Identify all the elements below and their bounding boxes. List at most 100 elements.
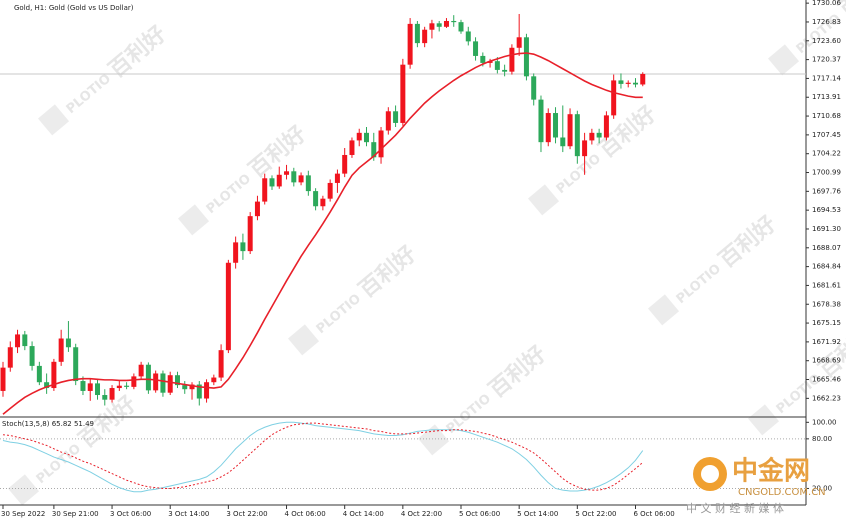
stoch-line <box>2 422 644 491</box>
x-tick-label: 6 Oct 06:00 <box>633 510 674 518</box>
logo-name: 中金网 <box>732 456 810 487</box>
candle-body <box>22 334 28 347</box>
candle-body <box>51 361 57 389</box>
watermark-logo <box>178 204 210 236</box>
candle-body <box>0 367 6 391</box>
candle-body <box>262 178 268 202</box>
candle-body <box>240 242 246 252</box>
stoch-line <box>2 421 644 493</box>
candle-body <box>138 364 144 377</box>
watermark-logo <box>418 424 450 456</box>
watermark-text: 百利好 <box>814 321 846 383</box>
logo-slogan: 中 文 财 经 新 媒 体 <box>686 501 784 515</box>
candle-body <box>531 76 537 100</box>
candle-body <box>95 383 101 396</box>
stoch-title: Stoch(13,5,8) 65.82 51.49 <box>2 420 94 428</box>
candle-body <box>313 191 319 207</box>
candle-body <box>284 171 290 175</box>
candle-body <box>407 23 413 65</box>
candle-body <box>87 383 93 391</box>
candle-body <box>560 137 566 147</box>
candle-body <box>596 132 602 138</box>
candle-body <box>124 385 130 387</box>
y-tick-label: 1675.15 <box>812 319 841 327</box>
candle-body <box>625 82 631 84</box>
watermark-text: PLOTIO <box>674 261 724 307</box>
y-tick-label: 1662.23 <box>812 394 841 402</box>
x-tick-label: 5 Oct 22:00 <box>575 510 616 518</box>
candle-body <box>378 130 384 158</box>
candle-body <box>553 113 559 138</box>
candle-body <box>29 346 35 366</box>
candle-body <box>414 23 420 44</box>
y-tick-label: 1700.99 <box>812 169 841 177</box>
candle-body <box>567 114 573 147</box>
candle-body <box>131 376 137 387</box>
candle-body <box>494 61 500 70</box>
x-tick-label: 5 Oct 14:00 <box>517 510 558 518</box>
candle-body <box>167 375 173 393</box>
x-tick-label: 30 Sep 21:00 <box>52 510 99 518</box>
moving-average <box>2 52 643 415</box>
candle-body <box>356 132 362 141</box>
candle-body <box>618 80 624 84</box>
watermark-logo <box>528 184 560 216</box>
candle-body <box>400 64 406 123</box>
candle-body <box>320 198 326 207</box>
x-tick-label: 4 Oct 06:00 <box>285 510 326 518</box>
y-tick-label: 1694.53 <box>812 206 841 214</box>
candle-body <box>349 140 355 155</box>
y-tick-label: 1720.37 <box>812 56 841 64</box>
watermark-text: PLOTIO <box>554 151 604 197</box>
candle-body <box>436 23 442 27</box>
chart-title: Gold, H1: Gold (Gold vs US Dollar) <box>14 4 134 12</box>
logo-icon <box>701 465 719 483</box>
y-tick-label: 1671.92 <box>812 338 841 346</box>
watermark-text: 百利好 <box>484 341 551 403</box>
y-tick-label: 1668.69 <box>812 357 841 365</box>
candle-body <box>603 115 609 138</box>
candle-body <box>429 23 435 30</box>
y-tick-label: 100.00 <box>812 418 837 426</box>
candle-body <box>545 113 551 143</box>
x-tick-label: 5 Oct 06:00 <box>459 510 500 518</box>
y-tick-label: 1713.91 <box>812 93 841 101</box>
y-tick-label: 1710.68 <box>812 112 841 120</box>
y-tick-label: 1678.38 <box>812 300 841 308</box>
candle-body <box>574 114 580 157</box>
candle-body <box>385 111 391 131</box>
candle-body <box>109 388 115 400</box>
candle-body <box>422 29 428 44</box>
x-tick-label: 4 Oct 22:00 <box>401 510 442 518</box>
candle-body <box>327 182 333 199</box>
candle-body <box>509 47 515 72</box>
candle-body <box>204 382 210 399</box>
candle-body <box>443 20 449 27</box>
watermark-text: PLOTIO <box>34 441 84 487</box>
candle-body <box>487 61 493 63</box>
watermark-logo <box>8 474 40 506</box>
candle-body <box>523 37 529 77</box>
candle-body <box>393 111 399 123</box>
candle-body <box>145 364 151 391</box>
candle-body <box>640 73 646 85</box>
watermark-text: PLOTIO <box>314 291 364 337</box>
y-tick-label: 1688.07 <box>812 244 841 252</box>
x-tick-label: 3 Oct 14:00 <box>168 510 209 518</box>
x-tick-label: 30 Sep 2022 <box>1 510 45 518</box>
y-tick-label: 1730.06 <box>812 0 841 7</box>
candle-body <box>582 140 588 157</box>
candle-body <box>102 395 108 400</box>
candle-body <box>465 31 471 42</box>
candle-body <box>65 338 71 348</box>
y-tick-label: 1704.22 <box>812 150 841 158</box>
y-tick-label: 1723.60 <box>812 37 841 45</box>
candle-body <box>364 132 369 143</box>
